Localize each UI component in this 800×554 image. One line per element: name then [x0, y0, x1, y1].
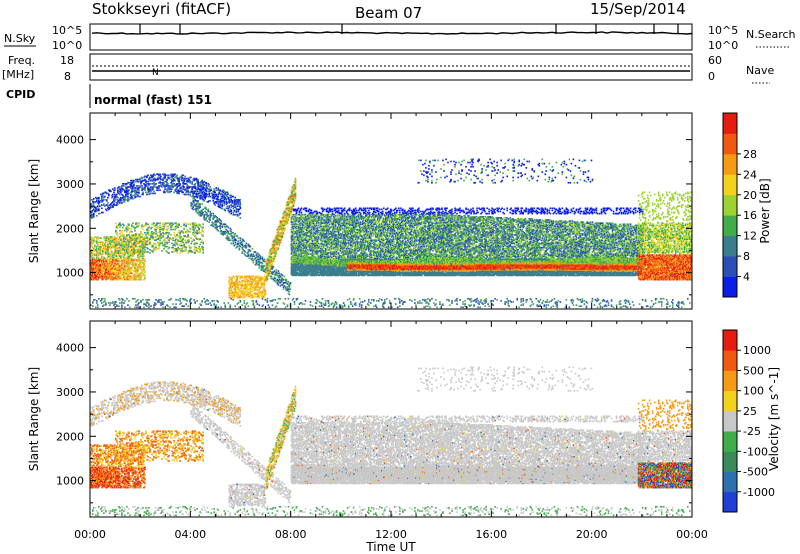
colorbar-segment: [723, 133, 737, 155]
colorbar-tick-label: 8: [743, 250, 750, 263]
colorbar-segment: [723, 431, 737, 452]
colorbar-tick-label: 500: [743, 364, 764, 377]
beam-label: Beam 07: [355, 4, 422, 22]
y-tick-label: 2000: [56, 430, 84, 443]
y-tick-label: 3000: [56, 386, 84, 399]
y-tick-label: 4000: [56, 134, 84, 147]
nsky-panel: [89, 23, 693, 51]
x-tick-label: 04:00: [174, 528, 206, 541]
colorbar-segment: [723, 370, 737, 392]
cpid-label: CPID: [6, 88, 35, 101]
velocity-colorbar-label: Velocity [m s^-1]: [767, 367, 781, 471]
freq-glitch: N: [152, 68, 159, 78]
colorbar-tick-label: 20: [743, 189, 757, 202]
colorbar-tick-label: -25: [743, 425, 761, 438]
x-tick-label: 08:00: [275, 528, 307, 541]
colorbar-segment: [723, 471, 737, 493]
colorbar-segment: [723, 330, 737, 351]
station-title: Stokkseyri (fitACF): [92, 0, 231, 18]
y-tick-label: 1000: [56, 475, 84, 488]
nave-label: Nave: [746, 64, 774, 77]
freq-unit: [MHz]: [2, 68, 34, 81]
colorbar-tick-label: -500: [743, 466, 768, 479]
colorbar-tick-label: 24: [743, 168, 757, 181]
x-tick-label: 00:00: [74, 528, 106, 541]
y-tick-label: 3000: [56, 178, 84, 191]
colorbar-tick-label: 4: [743, 271, 750, 284]
nsky-trace: [91, 31, 693, 35]
freq-panel: [89, 53, 693, 81]
colorbar-segment: [723, 276, 737, 298]
colorbar-tick-label: 16: [743, 209, 757, 222]
date-label: 15/Sep/2014: [590, 0, 686, 18]
colorbar-segment: [723, 113, 737, 134]
x-axis-label: Time UT: [365, 540, 416, 554]
freq-tick-high: 18: [60, 54, 74, 67]
power-panel: 1000 2000 3000 4000 Slant Range [km]: [27, 112, 693, 310]
nsearch-tick-low: 10^0: [708, 39, 738, 52]
x-tick-label: 12:00: [375, 528, 407, 541]
nsky-spikes: [139, 24, 679, 34]
colorbar-segment: [723, 491, 737, 513]
nsky-tick-high: 10^5: [52, 24, 82, 37]
colorbar-segment: [723, 215, 737, 237]
nsearch-label: N.Search: [746, 28, 796, 41]
cpid-value: normal (fast) 151: [94, 93, 212, 107]
colorbar-segment: [723, 194, 737, 216]
nsky-label: N.Sky: [4, 32, 36, 45]
velocity-panel: 1000 2000 3000 4000 Slant Range [km]: [27, 320, 693, 518]
colorbar-segment: [723, 390, 737, 412]
x-tick-label: 20:00: [576, 528, 608, 541]
freq-label: Freq.: [8, 54, 35, 67]
x-tick-label: 00:00: [676, 528, 708, 541]
power-colorbar-label: Power [dB]: [758, 178, 772, 243]
nsky-tick-low: 10^0: [52, 39, 82, 52]
x-tick-label: 16:00: [475, 528, 507, 541]
velocity-colorbar: 1000 500 100 25 -25 -100 -500 -1000: [722, 329, 775, 513]
colorbar-tick-label: -100: [743, 445, 768, 458]
colorbar-tick-label: 28: [743, 148, 757, 161]
y-tick-label: 1000: [56, 267, 84, 280]
colorbar-segment: [723, 235, 737, 257]
y-tick-label: 4000: [56, 342, 84, 355]
y-tick-label: 2000: [56, 222, 84, 235]
colorbar-segment: [723, 451, 737, 472]
velocity-ylabel: Slant Range [km]: [27, 367, 41, 471]
colorbar-tick-label: 1000: [743, 344, 771, 357]
colorbar-tick-label: 25: [743, 405, 757, 418]
colorbar-tick-label: -1000: [743, 486, 775, 499]
colorbar-segment: [723, 350, 737, 371]
x-tick-labels: 00:00 04:00 08:00 12:00 16:00 20:00 00:00: [74, 528, 708, 541]
colorbar-segment: [723, 153, 737, 175]
colorbar-segment: [723, 410, 737, 432]
colorbar-tick-label: 12: [743, 230, 757, 243]
power-colorbar: 4 8 12 16 20 24 28: [722, 112, 757, 298]
nsearch-tick-high: 10^5: [708, 24, 738, 37]
nave-tick-low: 0: [708, 70, 715, 83]
colorbar-tick-label: 100: [743, 385, 764, 398]
colorbar-segment: [723, 256, 737, 277]
colorbar-segment: [723, 174, 737, 196]
power-ylabel: Slant Range [km]: [27, 159, 41, 263]
nave-tick-high: 60: [708, 54, 722, 67]
freq-tick-low: 8: [64, 70, 71, 83]
